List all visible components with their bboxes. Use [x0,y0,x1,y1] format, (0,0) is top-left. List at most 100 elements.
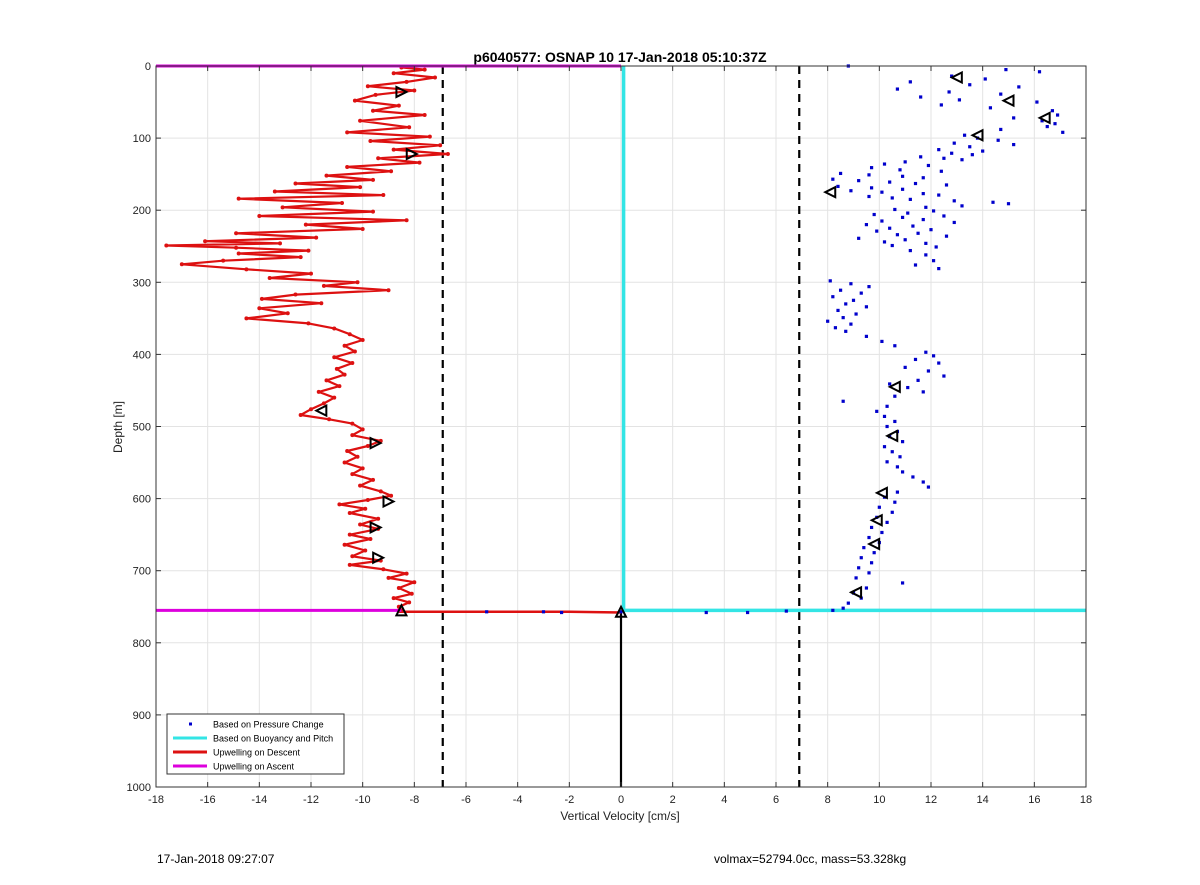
upwelling-descent-point [278,241,282,246]
upwelling-descent-point [324,378,329,383]
upwelling-descent-point [368,138,373,143]
upwelling-descent-point [340,200,344,205]
pressure-change-point [890,196,894,200]
pressure-change-point [841,316,845,320]
grid [155,65,1087,788]
pressure-change-point [924,350,928,354]
upwelling-descent-point [417,160,422,165]
series-upwelling-descent-bottom-line [398,610,622,614]
pressure-change-point [882,445,887,449]
pressure-change-point [999,92,1003,96]
upwelling-descent-point [285,311,290,316]
upwelling-descent-point [358,522,363,527]
upwelling-descent-point [164,243,169,248]
upwelling-descent-point [360,427,365,432]
pressure-change-point [826,319,830,323]
upwelling-descent-point [298,255,303,260]
pressure-change-point [970,153,974,157]
legend-label: Upwelling on Descent [213,748,301,758]
pressure-change-point [880,339,884,344]
upwelling-descent-point [365,84,370,89]
pressure-change-point [885,404,889,408]
pressure-change-point [913,357,918,362]
upwelling-descent-point [309,271,313,276]
upwelling-descent-point [391,71,396,76]
pressure-change-point [908,248,912,253]
triangle-marker [394,603,409,617]
x-tick-label: 0 [618,794,624,806]
upwelling-descent-point [293,181,298,186]
pressure-change-point [900,581,905,585]
pressure-change-point [988,106,993,110]
pressure-change-point [900,174,905,178]
upwelling-descent-point [334,366,339,371]
pressure-change-point [916,378,920,382]
pressure-change-point [903,365,907,369]
y-axis-label: Depth [m] [111,401,125,453]
legend-label: Based on Buoyancy and Pitch [213,734,333,744]
pressure-change-point [952,220,956,225]
upwelling-descent-point [221,258,226,263]
y-tick-label: 0 [145,61,151,73]
pressure-change-point [875,409,879,413]
upwelling-descent-point [332,326,337,331]
pressure-change-point [859,556,863,560]
pressure-change-point [921,480,925,484]
pressure-change-point [944,183,949,187]
pressure-change-point [911,475,915,479]
upwelling-descent-point [350,421,355,426]
pressure-change-point [867,285,871,289]
upwelling-descent-point [347,332,352,337]
pressure-change-point [838,171,843,176]
upwelling-descent-point [409,591,414,596]
upwelling-descent-point [422,113,427,118]
pressure-change-point [862,546,866,550]
upwelling-descent-point [358,185,363,190]
pressure-change-point [1035,100,1039,104]
pressure-change-point [828,279,832,283]
pressure-change-point [952,199,956,203]
pressure-change-point [952,141,956,145]
upwelling-descent-point [433,75,437,80]
upwelling-descent-point [368,536,373,541]
upwelling-descent-point [244,267,249,272]
upwelling-descent-point [371,108,375,113]
legend: Based on Pressure Change Based on Buoyanc… [166,713,345,775]
pressure-change-point [900,470,905,474]
pressure-change-point [900,187,905,191]
x-axis-label: Vertical Velocity [cm/s] [560,809,679,823]
upwelling-descent-point [365,498,370,503]
y-tick-label: 300 [133,277,151,289]
pressure-change-point [849,322,853,326]
triangle-marker [1037,111,1051,125]
upwelling-descent-point [363,548,368,553]
x-tick-label: -4 [513,794,523,806]
triangle-marker [314,404,328,418]
upwelling-descent-point [342,372,347,377]
pressure-change-point [960,204,964,208]
footer-timestamp: 17-Jan-2018 09:27:07 [157,852,275,866]
upwelling-descent-point [298,412,303,417]
pressure-change-point [619,610,623,614]
upwelling-descent-point [345,449,350,454]
pressure-change-point [1053,122,1057,126]
triangle-marker [874,486,888,500]
y-tick-label: 500 [133,422,151,434]
x-tick-label: -8 [409,794,419,806]
pressure-change-point [831,295,835,299]
pressure-change-point [888,180,892,184]
pressure-change-point [888,382,892,386]
pressure-change-point [882,414,887,419]
pressure-change-point [937,361,941,365]
upwelling-descent-point [407,125,412,130]
upwelling-descent-point [259,296,264,301]
upwelling-descent-point [391,147,396,152]
y-tick-label: 100 [133,133,151,145]
pressure-change-point [1004,68,1008,72]
upwelling-descent-point [438,143,443,148]
upwelling-descent-point [350,554,355,559]
pressure-change-point [942,156,946,160]
pressure-change-point [942,214,946,218]
upwelling-descent-point [378,489,383,494]
pressure-change-point [838,288,843,292]
